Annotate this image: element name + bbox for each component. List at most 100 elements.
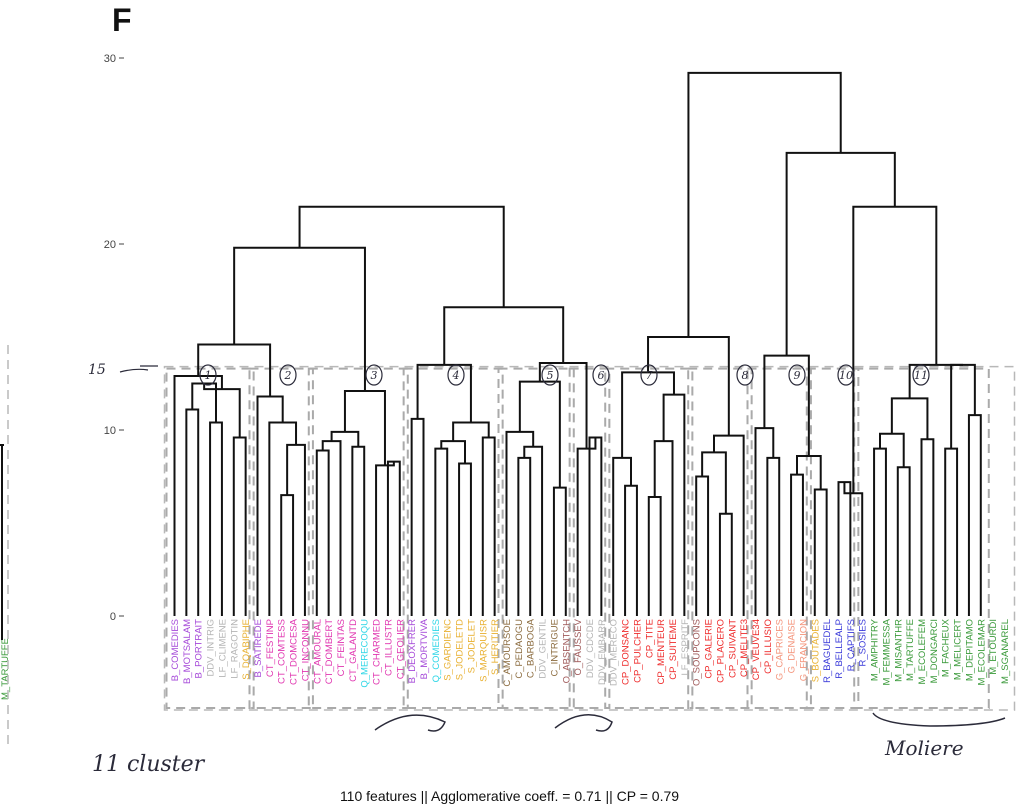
dendrogram-link: [763, 354, 810, 457]
cluster-box: [853, 367, 990, 709]
dendrogram-link: [458, 462, 472, 616]
cluster-number-label: 2: [284, 369, 292, 382]
dendrogram-link: [576, 437, 597, 616]
leaf-label: S_DQABIPHE: [241, 619, 252, 680]
cluster-number-circle: [279, 364, 297, 386]
dendrogram-link: [481, 436, 496, 616]
dendrogram-links: [173, 71, 982, 616]
leaf-label: B_PORTRAIT: [194, 619, 205, 679]
cluster-number-circle: [199, 364, 217, 386]
leaf-label: M_SGANAREL: [1000, 619, 1011, 684]
handwritten-author: Moliere: [885, 736, 964, 760]
leaf-label: R_BAGUEDEL: [822, 619, 833, 683]
leaf-label: CP_MENTEUR: [656, 619, 667, 685]
leaf-label: G_CAPRICES: [775, 619, 786, 680]
dendrogram-link: [330, 430, 360, 447]
dendrogram-link: [298, 205, 505, 308]
leaf-label: M_MELICERT: [953, 619, 964, 680]
dendrogram-link: [950, 363, 976, 449]
leaf-label: C_PEDAOGU: [514, 619, 525, 679]
dendrogram-link: [624, 484, 638, 616]
cluster-number-circle: [592, 364, 610, 386]
handwritten-threshold: 15: [88, 362, 106, 378]
leaf-label: CP_SUITEME: [668, 619, 679, 680]
dendrogram-link: [185, 408, 200, 616]
leaf-label: C_AMOURSOE: [502, 619, 513, 687]
handwritten-marks: 1 2 3 4 5 6 7 8 9 10 11: [119, 364, 1006, 732]
leaf-label: CT_FESTINP: [265, 619, 276, 677]
y-tick-label: 30: [104, 53, 116, 65]
handwritten-cluster-count: 11 cluster: [92, 752, 205, 777]
leaf-label: CT_GEOLIER: [395, 619, 406, 679]
handwritten-arrow: [554, 714, 613, 732]
dendrogram-link: [588, 436, 603, 616]
leaf-label: O_SOUPCONS: [692, 619, 703, 686]
leaf-label: M_DEPITAMO: [964, 619, 975, 681]
dendrogram-link: [315, 449, 330, 616]
dendrogram-link: [896, 466, 911, 616]
leaf-label: CT_CHARMED: [372, 619, 383, 685]
footer-stats: 110 features || Agglomerative coeff. = 0…: [339, 788, 680, 804]
dendrogram-link: [268, 421, 298, 616]
handwritten-brace: [872, 712, 1006, 727]
dendrogram-link: [647, 495, 662, 616]
dendrogram-link: [386, 460, 401, 616]
leaf-label: Q_COMEDIES: [431, 619, 442, 682]
leaf-label: O_FAUSSEV: [573, 618, 584, 675]
leaf-label: CP_GALERIE: [704, 619, 715, 679]
cluster-number-label: 1: [205, 369, 212, 382]
leaf-label: B_COMEDIES: [170, 619, 181, 681]
leaf-label: CP_DONSANC: [621, 619, 632, 685]
dendrogram-link: [837, 481, 852, 616]
cluster-number-label: 3: [371, 369, 378, 382]
leaf-label: C_BARBOGA: [526, 618, 537, 678]
leaf-label: DDV_INTRIG: [206, 619, 217, 677]
leaf-label: S_JODELETD: [455, 619, 466, 680]
left-edge-leaf-label: M_TARTUFFE: [0, 638, 11, 700]
dendrogram-link: [873, 447, 887, 616]
leaf-label: M_ECOLEMAR: [976, 619, 987, 686]
cluster-box: [497, 367, 575, 709]
dendrogram-link: [662, 393, 686, 616]
leaf-label: CP_ILLUSIO: [763, 619, 774, 674]
leaf-label: CT_ILLUSTR: [383, 619, 394, 676]
dendrogram-link: [612, 456, 632, 616]
leaf-label: M_DONGARCI: [929, 619, 940, 683]
dendrogram-link: [443, 306, 565, 365]
dendrogram-link: [967, 414, 982, 616]
dendrogram-link: [440, 440, 466, 464]
dendrogram-link: [416, 363, 472, 423]
cluster-box: [402, 367, 504, 709]
dendrogram-link: [766, 456, 781, 616]
cluster-number-label: 4: [452, 369, 460, 382]
leaf-label: CP_PULCHER: [632, 619, 643, 683]
leaf-label: LF_CLIMENE: [217, 619, 228, 678]
dendrogram-link: [713, 434, 745, 616]
dendrogram-link: [908, 363, 963, 399]
leaf-label: CP_VEUVE34: [751, 619, 762, 680]
dendrogram-link: [505, 430, 535, 616]
leaf-label: CT_DOMCESA: [289, 618, 300, 685]
leaf-label: CT_AMOURAL: [312, 619, 323, 684]
leaf-label: B_DEOXFRER: [407, 619, 418, 684]
dendrogram-link: [518, 380, 561, 488]
leaf-label: DDV_EMBARR: [597, 619, 608, 685]
cluster-box: [307, 367, 409, 709]
cluster-number-label: 10: [839, 369, 853, 382]
dendrogram-link: [232, 436, 247, 616]
cluster-number-label: 7: [646, 369, 653, 382]
dendrogram-link: [687, 71, 842, 337]
leaf-label: DDV_GENTIL: [538, 619, 549, 679]
leaf-label: B_MOTSALAM: [182, 619, 193, 684]
dendrogram-link: [517, 456, 532, 616]
dendrogram-link: [410, 417, 425, 616]
leaf-labels: B_COMEDIES B_MOTSALAM B_PORTRAIT DDV_INTRIG…: [0, 345, 1011, 745]
leaf-label: M_TARTUFFE: [905, 619, 916, 681]
leaf-label: DDV_MERECO: [609, 619, 620, 686]
leaf-label: LF_RAGOTIN: [229, 619, 240, 679]
dendrogram-link: [852, 205, 938, 494]
dendrogram-link: [813, 488, 828, 616]
leaf-label: CT_GALANTD: [348, 619, 359, 682]
leaf-label: G_DENAISE: [787, 619, 798, 673]
